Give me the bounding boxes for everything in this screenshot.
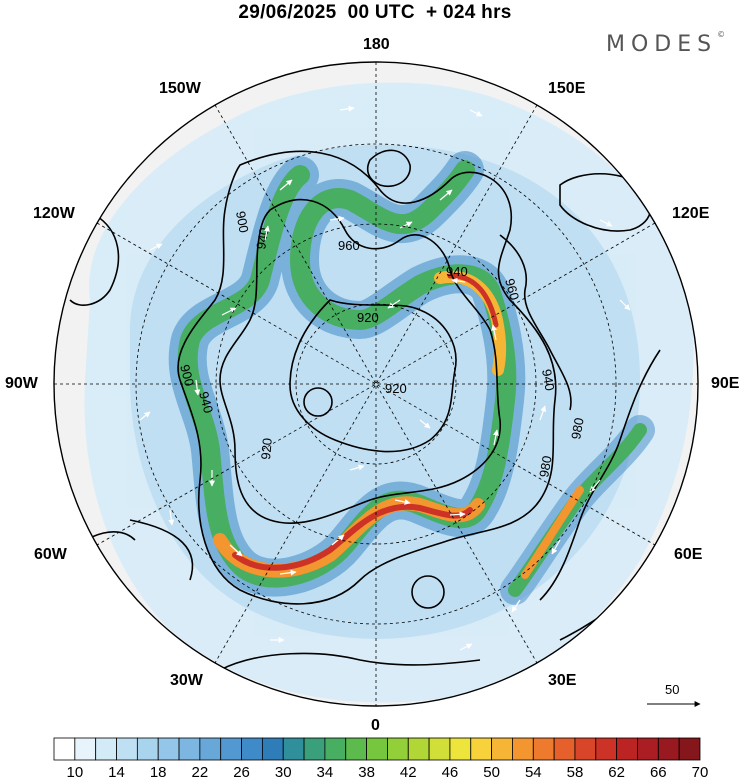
colorbar-tick-label: 30 [274, 764, 292, 781]
colorbar-tick-label: 70 [691, 764, 709, 781]
colorbar-swatch [261, 737, 284, 761]
colorbar-swatch [366, 737, 388, 761]
lon-label-90w: 90W [5, 375, 38, 392]
colorbar-swatch [595, 737, 618, 761]
lon-label-90e: 90E [711, 375, 740, 392]
wind-scale-value: 50 [665, 682, 679, 697]
contour-label: 980 [536, 455, 555, 479]
lon-label-180: 180 [363, 36, 390, 53]
colorbar-tick-label: 58 [566, 764, 584, 781]
colorbar-swatch [324, 737, 347, 761]
colorbar-swatch [220, 737, 242, 761]
colorbar-swatch [303, 737, 326, 761]
contour-label: 960 [502, 277, 522, 302]
colorbar-swatch [553, 737, 576, 761]
colorbar-tick-label: 46 [441, 764, 459, 781]
map-title: 29/06/2025 00 UTC + 024 hrs [238, 2, 512, 23]
lon-label-120w: 120W [33, 205, 75, 222]
modes-logo: MODES© [606, 29, 726, 57]
colorbar-tick-label: 26 [233, 764, 250, 781]
lon-label-150e: 150E [548, 80, 586, 97]
contour-labels: 900 940 960 940 960 920 900 940 920 920 … [177, 210, 587, 479]
lon-label-120e: 120E [672, 205, 710, 222]
colorbar-swatch [241, 737, 263, 761]
colorbar-swatch [470, 737, 493, 761]
colorbar-swatch [199, 737, 222, 761]
colorbar-tick-label: 10 [66, 764, 84, 781]
contour-label: 960 [338, 238, 360, 253]
colorbar-swatch [387, 737, 409, 761]
colorbar [53, 737, 701, 761]
colorbar-swatch [449, 737, 472, 761]
colorbar-tick-label: 22 [191, 764, 209, 781]
colorbar-swatch [178, 737, 201, 761]
colorbar-swatch [53, 737, 76, 761]
lon-label-0: 0 [371, 717, 380, 734]
lon-label-60w: 60W [34, 546, 67, 563]
colorbar-tick-label: 18 [149, 764, 167, 781]
colorbar-swatch [616, 737, 638, 761]
contour-label: 920 [258, 437, 275, 460]
colorbar-swatch [157, 737, 180, 761]
map-border [53, 61, 699, 707]
colorbar-swatch [657, 737, 680, 761]
contour-label: 900 [177, 363, 197, 388]
colorbar-swatch [512, 737, 534, 761]
lon-label-150w: 150W [159, 80, 201, 97]
lon-label-30e: 30E [548, 672, 577, 689]
colorbar-swatch [407, 737, 430, 761]
brand-name: MODES [606, 32, 718, 57]
map-disc: 900 940 960 940 960 920 900 940 920 920 … [54, 62, 698, 706]
colorbar-swatch [116, 737, 138, 761]
colorbar-tick-label: 34 [316, 764, 334, 781]
colorbar-tick-label: 62 [608, 764, 625, 781]
colorbar-swatch [532, 737, 555, 761]
graticule [54, 62, 698, 706]
colorbar-swatch [428, 737, 451, 761]
geopotential-contours [59, 149, 661, 671]
lon-label-30w: 30W [170, 672, 203, 689]
colorbar-tick-label: 42 [399, 764, 417, 781]
wind-vectors [139, 105, 631, 651]
colorbar-tick-label: 38 [358, 764, 375, 781]
contour-label: 980 [568, 417, 587, 441]
contour-label: 920 [357, 310, 379, 325]
copyright-mark: © [717, 29, 726, 39]
colorbar-swatch [345, 737, 367, 761]
colorbar-swatch [678, 737, 701, 761]
colorbar-swatch [136, 737, 159, 761]
contour-label: 940 [446, 264, 468, 279]
contour-label: 920 [385, 381, 407, 396]
colorbar-swatch [637, 737, 659, 761]
jet-stream [168, 151, 655, 605]
lon-label-60e: 60E [674, 546, 703, 563]
contour-label: 900 [233, 210, 252, 234]
colorbar-swatch [574, 737, 597, 761]
colorbar-swatch [491, 737, 513, 761]
colorbar-tick-label: 66 [649, 764, 667, 781]
colorbar-swatch [95, 737, 117, 761]
colorbar-tick-label: 50 [483, 764, 500, 781]
colorbar-swatch [282, 737, 305, 761]
colorbar-tick-label: 14 [108, 764, 125, 781]
contour-label: 940 [539, 368, 558, 392]
colorbar-tick-label: 54 [524, 764, 542, 781]
colorbar-swatch [74, 737, 97, 761]
contour-label: 940 [196, 390, 216, 415]
